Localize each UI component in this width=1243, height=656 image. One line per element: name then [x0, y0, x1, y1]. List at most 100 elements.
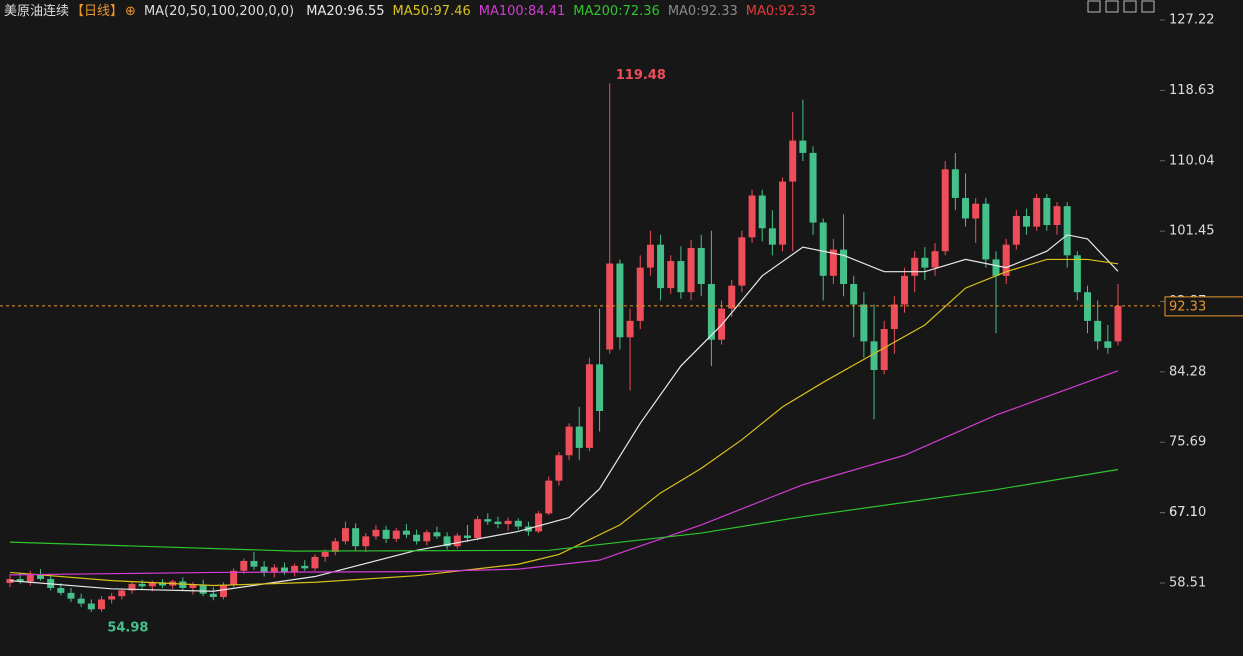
candle-body: [565, 426, 573, 456]
y-tick-label: 67.10: [1169, 505, 1206, 520]
icon[interactable]: [1141, 0, 1155, 13]
y-tick-label: 75.69: [1169, 435, 1206, 450]
candle-body: [118, 590, 126, 597]
candle-body: [57, 587, 65, 593]
candle-body: [1073, 255, 1081, 293]
period[interactable]: 【日线】: [71, 4, 124, 19]
candle-body: [768, 228, 776, 245]
candle-body: [748, 195, 756, 238]
candle-body: [87, 603, 95, 610]
candle-body: [880, 329, 888, 371]
candle-body: [97, 599, 105, 610]
candle-body: [901, 275, 909, 305]
toolbar-icons: [1087, 0, 1155, 13]
candle-body: [779, 181, 787, 245]
candle-body: [860, 304, 868, 342]
candle-body: [240, 560, 248, 571]
candle-body: [108, 596, 116, 600]
candle-body: [728, 285, 736, 309]
y-tick-label: 127.22: [1169, 12, 1215, 27]
candle-body: [1012, 215, 1020, 245]
candle-body: [941, 169, 949, 252]
candle-body: [514, 520, 522, 527]
icon[interactable]: [1087, 0, 1101, 13]
candle-body: [504, 520, 512, 525]
candle-body: [474, 519, 482, 539]
legend-entry: MA20:96.55: [306, 4, 385, 19]
candle-body: [352, 528, 360, 547]
candle-body: [260, 566, 268, 573]
candle-body: [392, 530, 400, 539]
candle-body: [1063, 206, 1071, 256]
candle-body: [372, 529, 380, 537]
candle-body: [697, 247, 705, 284]
candle-body: [982, 203, 990, 260]
candle-body: [1043, 197, 1051, 226]
header: 美原油连续 【日线】 ⊕ MA(20,50,100,200,0,0) MA20:96.…: [4, 0, 824, 19]
legend-entry: MA0:92.33: [667, 4, 738, 19]
candle-body: [138, 583, 146, 587]
extreme-label: 54.98: [107, 620, 148, 635]
candle-body: [16, 578, 24, 582]
candle-body: [280, 567, 288, 572]
candle-body: [575, 426, 583, 448]
candle-body: [962, 197, 970, 219]
settings-icon[interactable]: ⊕: [125, 4, 136, 19]
y-tick-label: 118.63: [1169, 83, 1215, 98]
candle-body: [158, 582, 166, 586]
y-tick-label: 84.28: [1169, 364, 1206, 379]
candle-body: [657, 244, 665, 289]
candle-body: [179, 581, 187, 588]
candle-body: [423, 532, 431, 542]
candle-body: [840, 249, 848, 284]
ma-line: [9, 370, 1119, 576]
candle-body: [972, 203, 980, 219]
y-tick-label: 110.04: [1169, 153, 1215, 168]
last-price-box: [1164, 296, 1243, 317]
candle-body: [606, 263, 614, 350]
candle-body: [646, 244, 654, 268]
candle-body: [758, 195, 766, 229]
candle-body: [413, 534, 421, 542]
ma-line: [9, 234, 1119, 592]
extreme-label: 119.48: [616, 68, 666, 83]
candle-body: [555, 455, 563, 481]
ma-line: [9, 468, 1119, 552]
candle-body: [585, 364, 593, 448]
legend-entry: MA50:97.46: [392, 4, 471, 19]
candle-body: [331, 541, 339, 552]
candle-body: [1114, 305, 1122, 342]
legend-entry: MA200:72.36: [573, 4, 660, 19]
candle-body: [443, 536, 451, 547]
candle-body: [870, 341, 878, 371]
candle-body: [341, 528, 349, 542]
candle-body: [687, 247, 695, 293]
candle-body: [616, 263, 624, 338]
candle-body: [209, 593, 217, 598]
candle-body: [199, 584, 207, 594]
candle-body: [1023, 215, 1031, 227]
candle-body: [1033, 197, 1041, 227]
candle-body: [453, 535, 461, 547]
legend-entry: MA0:92.33: [745, 4, 816, 19]
candle-body: [1104, 341, 1112, 348]
candle-body: [809, 152, 817, 223]
candle-body: [911, 257, 919, 276]
candle-body: [1084, 292, 1092, 321]
icon[interactable]: [1105, 0, 1119, 13]
candle-body: [829, 249, 837, 276]
candle-body: [301, 565, 309, 569]
candle-body: [890, 304, 898, 330]
candle-body: [494, 521, 502, 525]
candle-body: [270, 567, 278, 573]
candle-body: [148, 582, 156, 587]
y-tick-label: 67.1: [1169, 505, 1198, 520]
icon[interactable]: [1123, 0, 1137, 13]
candle-body: [626, 320, 634, 338]
candle-body: [67, 592, 75, 599]
candle-body: [535, 513, 543, 532]
candle-body: [36, 574, 44, 579]
candle-body: [738, 237, 746, 286]
candle-body: [789, 140, 797, 182]
